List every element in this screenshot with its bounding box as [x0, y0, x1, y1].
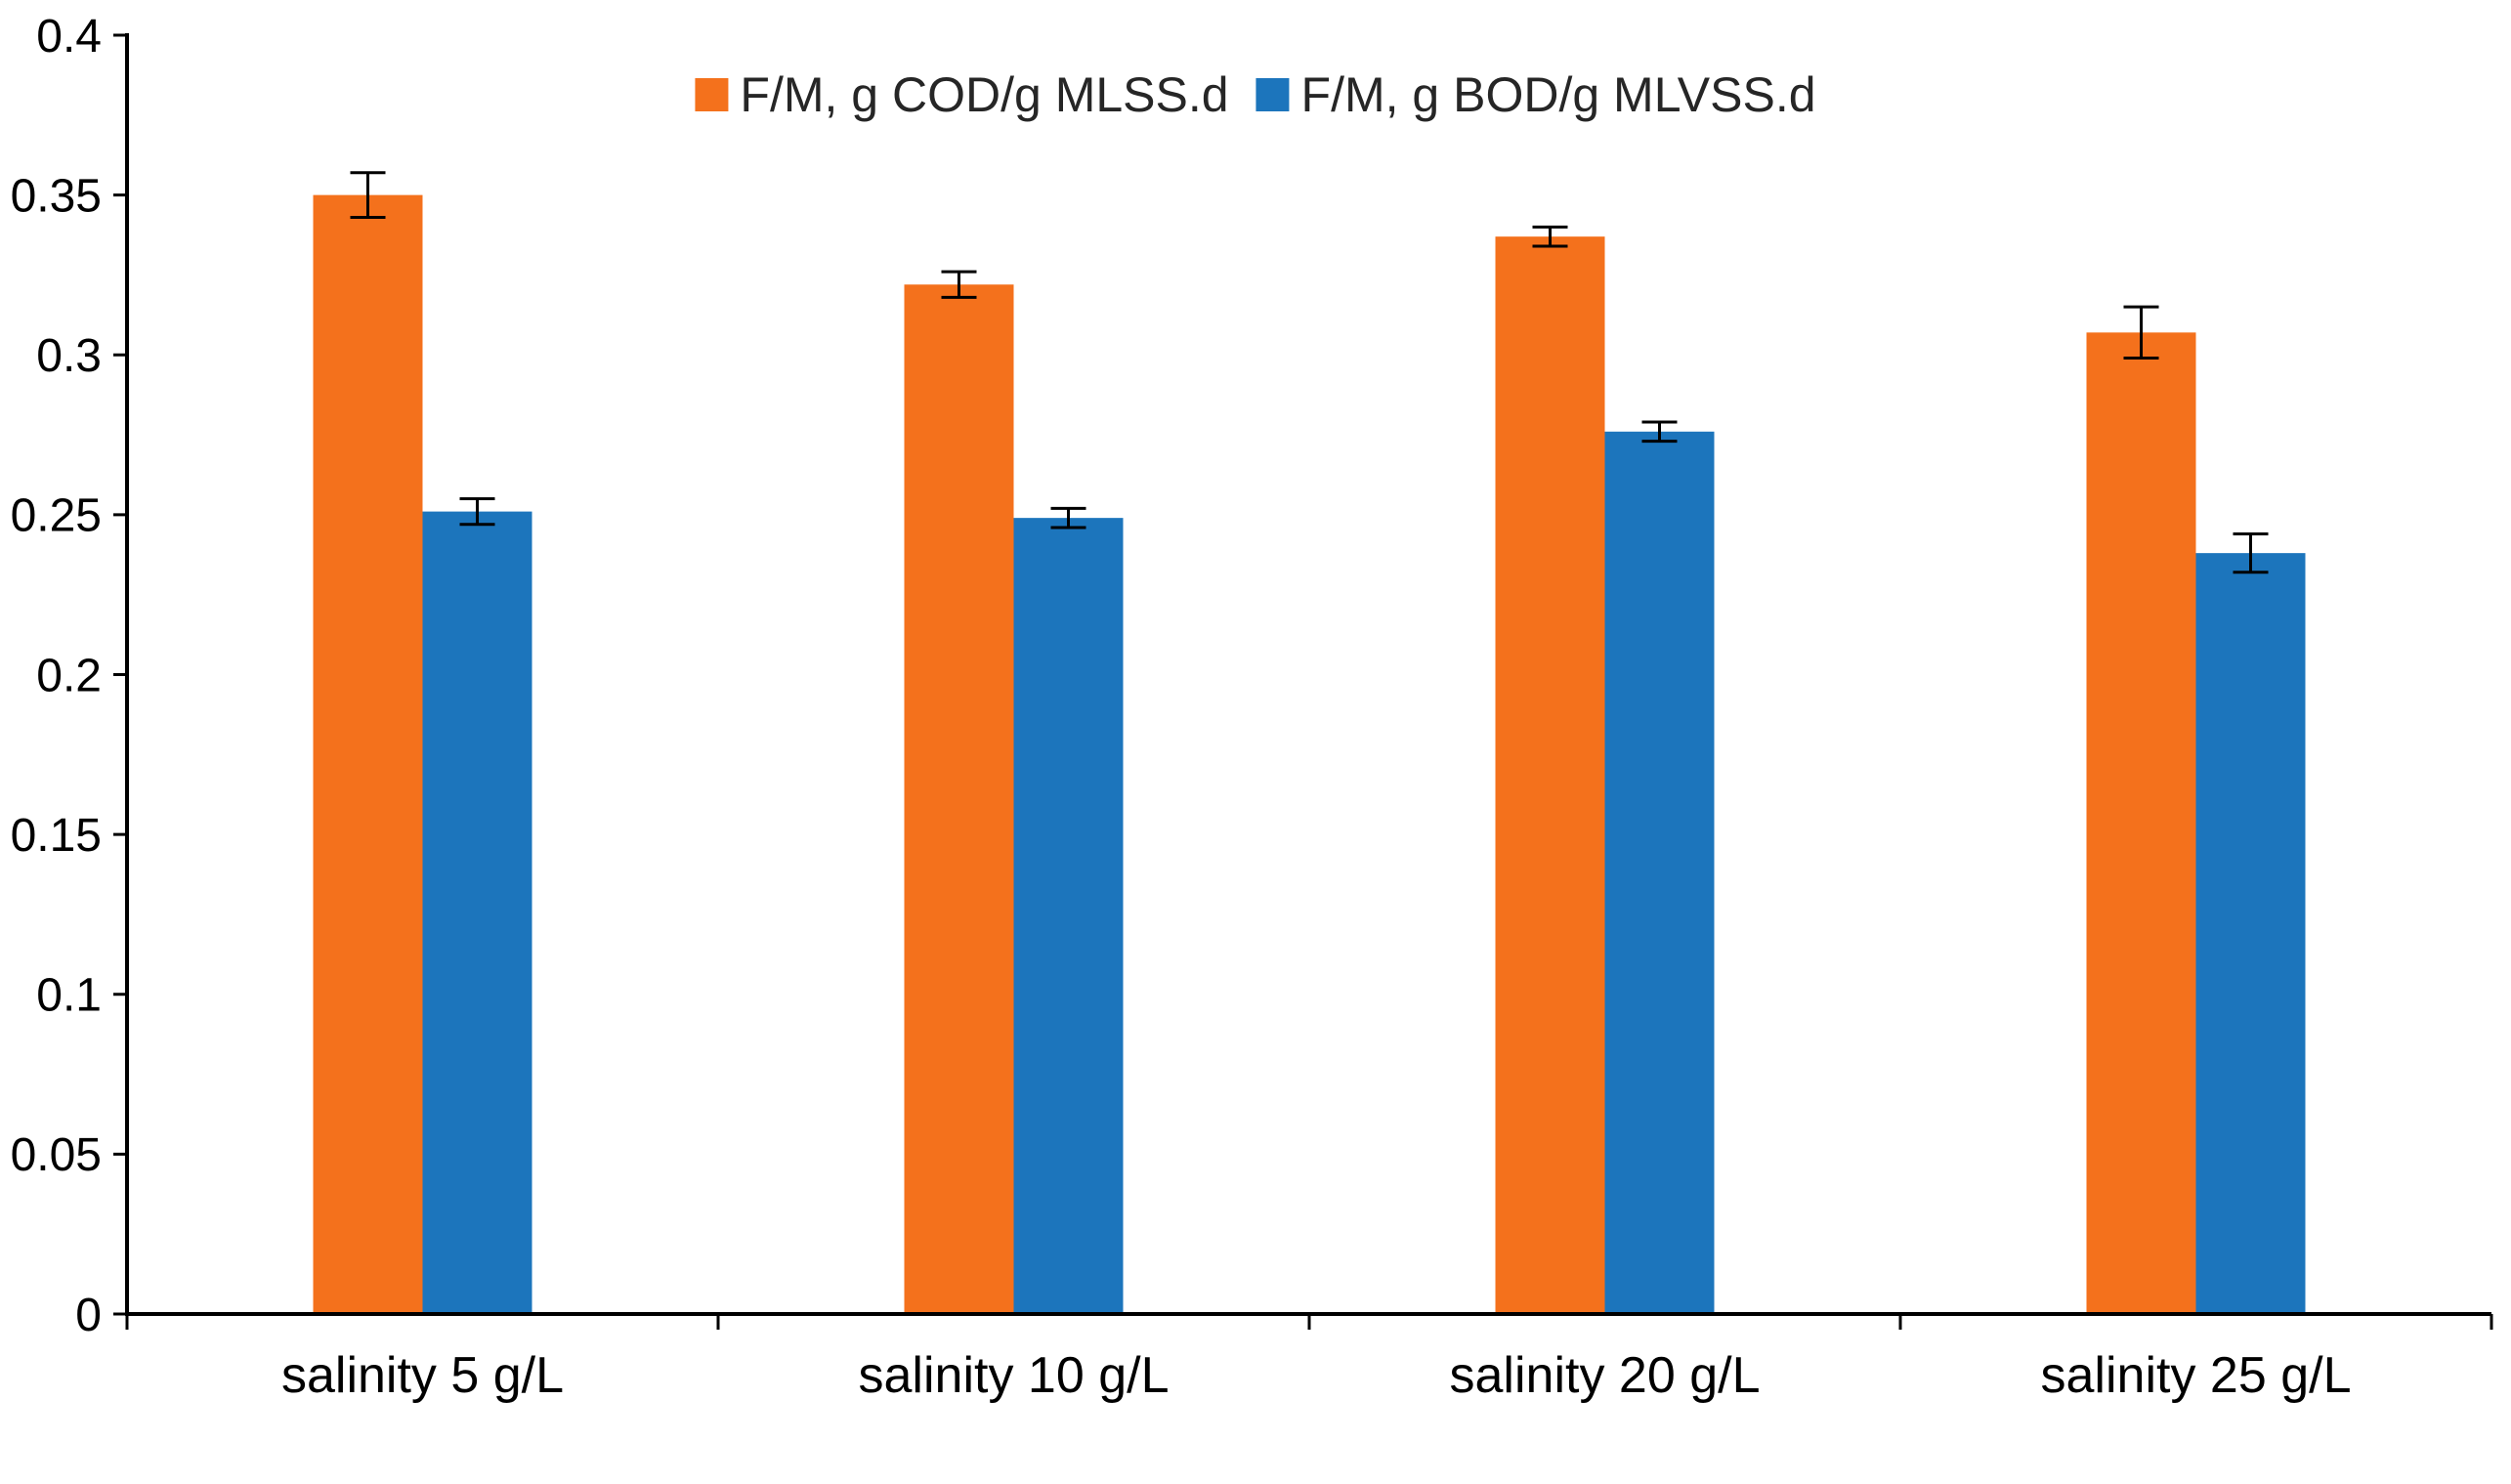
legend-swatch-cod-icon — [695, 78, 729, 111]
bar-cod-1 — [904, 284, 1014, 1314]
y-tick-label: 0.4 — [36, 11, 102, 63]
x-category-label: salinity 5 g/L — [281, 1347, 564, 1404]
y-tick-label: 0.05 — [11, 1129, 102, 1181]
legend-item-bod: F/M, g BOD/g MLVSS.d — [1256, 70, 1816, 119]
x-category-label: salinity 10 g/L — [859, 1347, 1170, 1404]
x-category-label: salinity 25 g/L — [2041, 1347, 2352, 1404]
y-tick-label: 0 — [75, 1290, 102, 1341]
y-tick-label: 0.15 — [11, 810, 102, 862]
y-tick-label: 0.25 — [11, 490, 102, 542]
bar-cod-2 — [1495, 236, 1605, 1315]
legend-label-cod: F/M, g COD/g MLSS.d — [740, 67, 1229, 122]
y-tick-label: 0.3 — [36, 330, 102, 382]
bar-bod-2 — [1604, 431, 1715, 1314]
y-tick-label: 0.1 — [36, 970, 102, 1022]
legend-item-cod: F/M, g COD/g MLSS.d — [695, 67, 1229, 122]
bar-cod-0 — [313, 194, 423, 1314]
y-tick-label: 0.2 — [36, 650, 102, 701]
bar-bod-3 — [2195, 553, 2306, 1314]
bar-bod-0 — [422, 511, 532, 1314]
x-category-label: salinity 20 g/L — [1450, 1347, 1761, 1404]
legend-swatch-bod-icon — [1256, 78, 1290, 111]
legend: F/M, g COD/g MLSS.d F/M, g BOD/g MLVSS.d — [695, 67, 1816, 122]
bar-cod-3 — [2086, 332, 2196, 1314]
legend-label-bod: F/M, g BOD/g MLVSS.d — [1300, 67, 1816, 122]
bar-bod-1 — [1013, 518, 1124, 1314]
y-tick-label: 0.35 — [11, 170, 102, 222]
